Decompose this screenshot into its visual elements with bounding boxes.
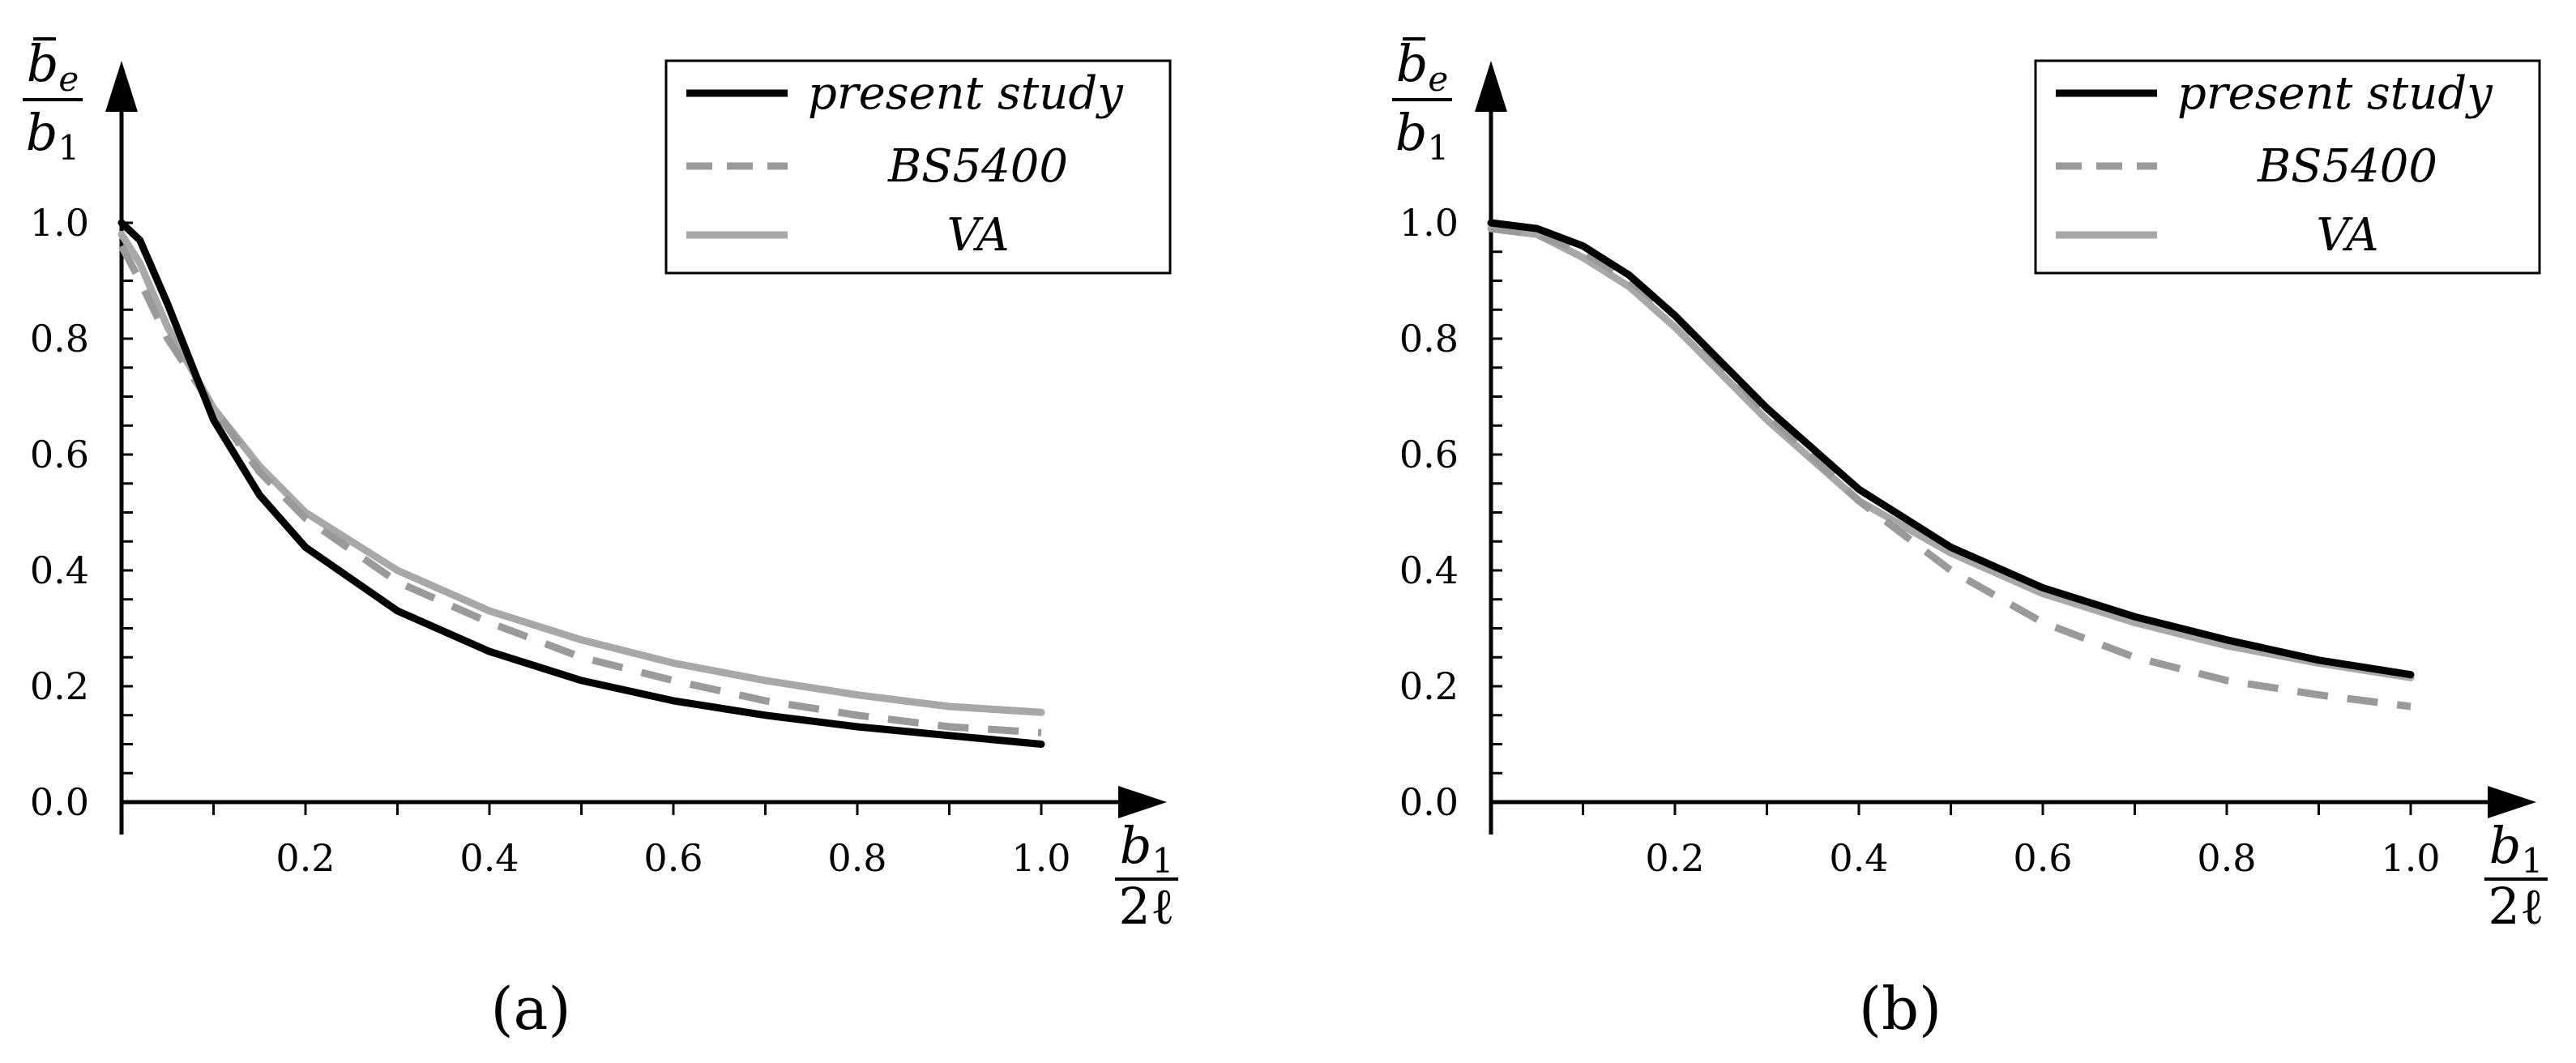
panel-b-y-tick-label: 0.6 <box>1399 433 1459 476</box>
panel-a-series-va <box>117 230 1045 716</box>
panel-b-x-tick-label: 0.8 <box>2197 836 2256 880</box>
panel-b-y-axis-label-numerator: be <box>1396 34 1449 99</box>
panel-b-x-tick-label: 0.4 <box>1829 836 1888 880</box>
panel-b-series-bs5400 <box>1490 224 2412 711</box>
panel-a-y-axis-label-denominator: b1 <box>26 103 79 168</box>
panel-b-legend-label: VA <box>2316 209 2378 262</box>
panel-a-y-tick-label: 0.6 <box>30 433 89 476</box>
panel-a-x-tick-label: 1.0 <box>1011 836 1070 880</box>
panel-a-y-tick-label: 0.8 <box>30 317 89 361</box>
panel-a-x-tick-label: 0.6 <box>643 836 703 880</box>
panel-a-y-axis-arrow <box>105 61 138 112</box>
panel-b-series-va <box>1487 224 2415 681</box>
panel-a-y-tick-label: 1.0 <box>30 201 89 245</box>
panel-a-legend-label: BS5400 <box>887 140 1068 193</box>
panel-b-series-present-study <box>1487 219 2415 679</box>
panel-a-x-tick-label: 0.4 <box>459 836 519 880</box>
panel-b-x-axis-label-numerator: b1 <box>2489 816 2543 881</box>
panel-b-x-axis-label-denominator: 2ℓ <box>2488 877 2544 936</box>
panel-b-x-tick-label: 1.0 <box>2381 836 2440 880</box>
panel-b-x-axis-arrow <box>2488 786 2536 818</box>
panel-a-x-axis-label-denominator: 2ℓ <box>1118 877 1174 936</box>
panel-b-x-tick-label: 0.6 <box>2013 836 2072 880</box>
panel-a-chart: 0.2 0.4 0.6 0.8 1.00.00.20.40.60.81.0beb1b12… <box>23 34 1178 1043</box>
panel-a-caption-label: (a) <box>490 975 570 1043</box>
panel-b-y-axis-label-denominator: b1 <box>1395 103 1449 168</box>
panel-a-y-axis-label-numerator: be <box>27 34 79 99</box>
panel-b-legend-label: BS5400 <box>2257 140 2437 193</box>
panel-a-x-tick-label: 0.2 <box>276 836 335 880</box>
panel-b-y-tick-label: 1.0 <box>1399 201 1459 245</box>
panel-a-series-bs5400 <box>118 244 1042 736</box>
panel-a-legend-label: VA <box>946 209 1009 262</box>
panel-a-series-present-study <box>117 219 1045 748</box>
panel-a-legend-label: present study <box>808 67 1124 120</box>
panel-a-y-tick-label: 0.2 <box>30 664 89 708</box>
panel-b-legend-label: present study <box>2177 67 2493 120</box>
panel-a-x-axis-arrow <box>1118 786 1167 818</box>
panel-b-y-tick-label: 0.4 <box>1399 549 1459 592</box>
panel-b-y-tick-label: 0.2 <box>1399 664 1459 708</box>
panel-a-y-tick-label: 0.4 <box>30 549 89 592</box>
panel-b-x-tick-label: 0.2 <box>1645 836 1704 880</box>
panel-b-y-tick-label: 0.8 <box>1399 317 1459 361</box>
panel-b-caption-label: (b) <box>1859 975 1942 1043</box>
panel-b-y-axis-arrow <box>1475 61 1507 112</box>
panel-b-y-tick-label: 0.0 <box>1399 780 1459 824</box>
panel-a-x-tick-label: 0.8 <box>827 836 886 880</box>
panel-a-x-axis-label-numerator: b1 <box>1120 816 1173 881</box>
panel-a-y-tick-label: 0.0 <box>30 780 89 824</box>
panel-b-chart: 0.2 0.4 0.6 0.8 1.00.00.20.40.60.81.0beb1b12… <box>1392 34 2548 1043</box>
